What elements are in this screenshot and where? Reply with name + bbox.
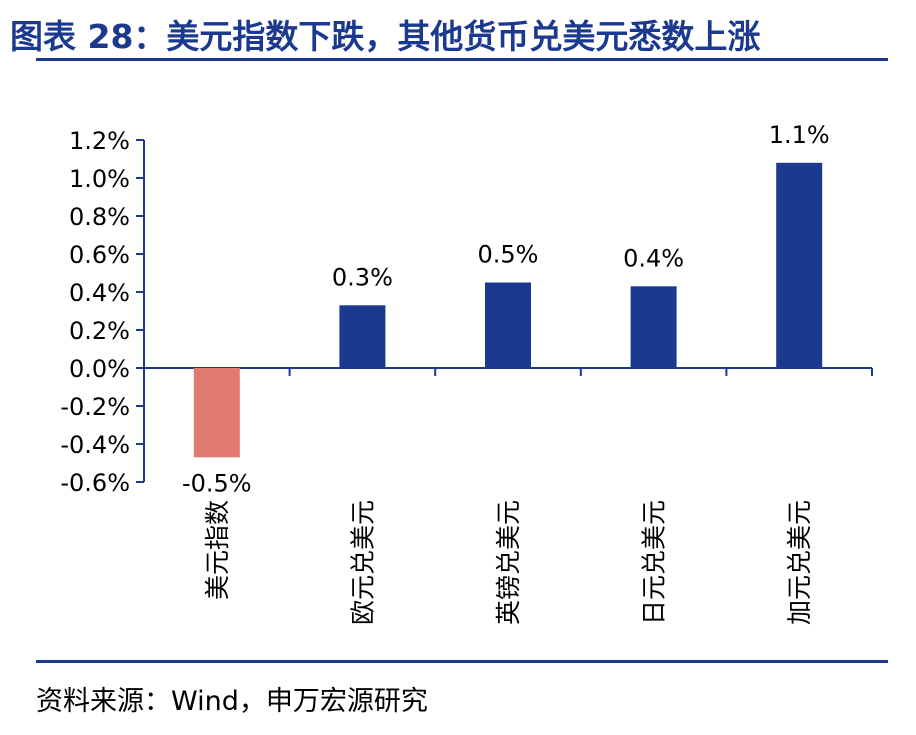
y-tick-label: 0.2% xyxy=(69,317,130,345)
bar xyxy=(630,286,677,368)
data-label: -0.5% xyxy=(182,469,252,497)
x-category-label: 日元兑美元 xyxy=(640,500,669,625)
y-tick-label: 0.4% xyxy=(69,279,130,307)
x-category-label: 美元指数 xyxy=(203,500,232,600)
source-note: 资料来源：Wind，申万宏源研究 xyxy=(36,686,428,717)
bar xyxy=(485,282,531,368)
y-tick-label: 1.2% xyxy=(69,127,130,155)
title-divider xyxy=(36,58,888,61)
y-tick-label: 0.0% xyxy=(69,355,130,383)
bar xyxy=(339,305,386,368)
data-label: 0.5% xyxy=(478,241,539,269)
bar xyxy=(193,368,240,458)
y-tick-label: 0.8% xyxy=(69,203,130,231)
x-category-label: 加元兑美元 xyxy=(785,500,814,625)
y-tick-label: 0.6% xyxy=(69,241,130,269)
data-label: 0.3% xyxy=(332,263,393,291)
y-tick-label: 1.0% xyxy=(69,165,130,193)
data-label: 0.4% xyxy=(623,244,684,272)
footer-divider xyxy=(36,660,888,663)
y-tick-label: -0.6% xyxy=(60,469,130,497)
data-label: 1.1% xyxy=(769,121,830,149)
figure-title: 图表 28：美元指数下跌，其他货币兑美元悉数上涨 xyxy=(10,17,761,56)
y-tick-label: -0.4% xyxy=(60,431,130,459)
x-category-label: 欧元兑美元 xyxy=(348,500,377,625)
x-category-label: 英镑兑美元 xyxy=(494,500,523,625)
bar xyxy=(776,162,823,368)
y-tick-label: -0.2% xyxy=(60,393,130,421)
